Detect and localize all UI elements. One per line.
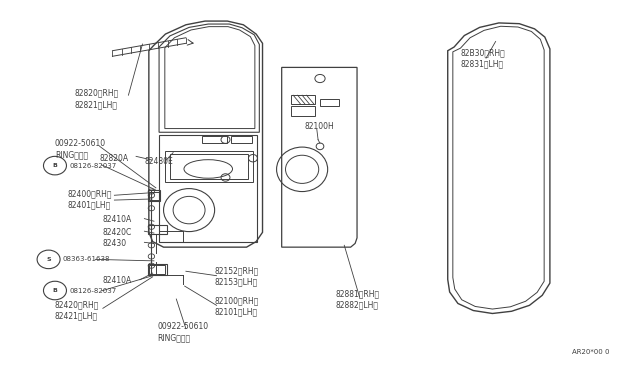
Text: 08363-61638: 08363-61638 bbox=[63, 256, 110, 262]
Text: 82152〈RH〉
82153〈LH〉: 82152〈RH〉 82153〈LH〉 bbox=[214, 267, 259, 287]
Text: 00922-50610
RINGリング: 00922-50610 RINGリング bbox=[157, 323, 208, 343]
Text: 82410A: 82410A bbox=[103, 276, 132, 285]
Text: AR20*00 0: AR20*00 0 bbox=[572, 349, 610, 355]
Text: 82430: 82430 bbox=[103, 239, 127, 248]
Text: 82100H: 82100H bbox=[304, 122, 334, 131]
Text: 82B30〈RH〉
82831〈LH〉: 82B30〈RH〉 82831〈LH〉 bbox=[461, 48, 505, 68]
Text: 82100〈RH〉
82101〈LH〉: 82100〈RH〉 82101〈LH〉 bbox=[214, 296, 259, 317]
Text: S: S bbox=[46, 257, 51, 262]
Text: 82881〈RH〉
82882〈LH〩: 82881〈RH〉 82882〈LH〩 bbox=[336, 289, 380, 309]
Text: 82420C: 82420C bbox=[103, 228, 132, 237]
Text: 82420〈RH〉
82421〈LH〉: 82420〈RH〉 82421〈LH〉 bbox=[55, 300, 99, 320]
Text: 00922-50610
RINGリング: 00922-50610 RINGリング bbox=[55, 139, 106, 159]
Text: 08126-82037: 08126-82037 bbox=[69, 288, 116, 294]
Text: 82480E: 82480E bbox=[145, 157, 173, 166]
Text: 08126-82037: 08126-82037 bbox=[69, 163, 116, 169]
Text: 82820A: 82820A bbox=[100, 154, 129, 163]
Text: 82400〈RH〉
82401〈LH〉: 82400〈RH〉 82401〈LH〉 bbox=[68, 189, 112, 209]
Text: B: B bbox=[52, 163, 58, 168]
Text: 82820〈RH〉
82821〈LH〉: 82820〈RH〉 82821〈LH〉 bbox=[74, 89, 118, 109]
Text: B: B bbox=[52, 288, 58, 293]
Text: 82410A: 82410A bbox=[103, 215, 132, 224]
